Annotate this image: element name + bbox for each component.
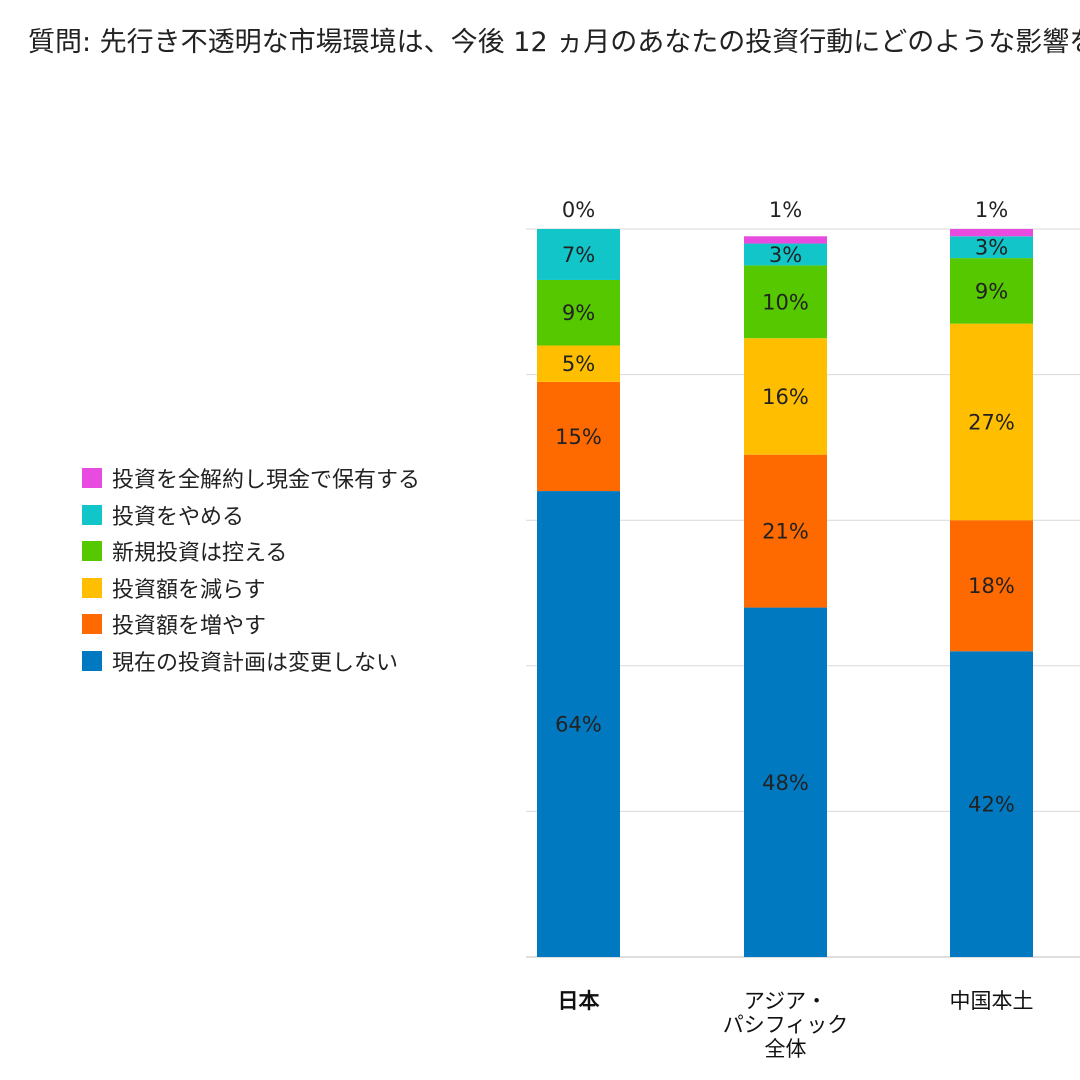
- data-label: 48%: [762, 771, 809, 795]
- legend-item: 現在の投資計画は変更しない: [82, 643, 420, 680]
- legend-item: 投資額を増やす: [82, 606, 420, 643]
- legend-item: 投資を全解約し現金で保有する: [82, 460, 420, 497]
- data-label: 21%: [762, 520, 809, 544]
- data-label: 5%: [562, 352, 595, 376]
- legend-swatch: [82, 577, 102, 598]
- bar-segment: [744, 338, 827, 455]
- data-label: 9%: [975, 279, 1008, 303]
- bar-segment: [537, 381, 620, 492]
- top-data-label: 1%: [769, 198, 802, 222]
- legend-label: 新規投資は控える: [112, 541, 288, 567]
- bar-segment: [744, 236, 827, 244]
- bar-segment: [950, 229, 1033, 237]
- bar-segment: [950, 323, 1033, 521]
- legend-item: 投資額を減らす: [82, 570, 420, 607]
- data-label: 10%: [762, 290, 809, 314]
- data-label: 9%: [562, 301, 595, 325]
- legend-swatch: [82, 614, 102, 635]
- legend-label: 投資をやめる: [112, 504, 245, 530]
- data-label: 42%: [968, 793, 1015, 817]
- bar-segment: [950, 258, 1033, 324]
- legend-item: 投資をやめる: [82, 497, 420, 534]
- chart-title: 質問: 先行き不透明な市場環境は、今後 12 ヵ月のあなたの投資行動にどのような…: [28, 27, 1080, 58]
- bar-segment: [537, 229, 620, 280]
- legend-swatch: [82, 650, 102, 671]
- bar-segment: [537, 279, 620, 346]
- data-label: 7%: [562, 243, 595, 267]
- legend: 投資を全解約し現金で保有する 投資をやめる新規投資は控える 投資額を減らす 投資額を増…: [82, 460, 420, 679]
- legend-swatch: [82, 468, 102, 489]
- x-tick-label: 中国本土: [950, 989, 1034, 1013]
- legend-swatch: [82, 541, 102, 562]
- legend-label: 投資を全解約し現金で保有する: [112, 468, 421, 494]
- data-label: 27%: [968, 410, 1015, 434]
- bar-segment: [744, 265, 827, 339]
- legend-swatch: [82, 504, 102, 525]
- bar-segment: [537, 345, 620, 382]
- legend-label: 投資額を増やす: [112, 614, 267, 640]
- bar-segment: [744, 243, 827, 266]
- bar-segment: [950, 651, 1033, 957]
- bar-segment: [744, 454, 827, 608]
- data-label: 3%: [975, 236, 1008, 260]
- top-data-label: 1%: [975, 198, 1008, 222]
- x-tick-label: アジア・パシフィック全体: [723, 989, 849, 1061]
- data-label: 15%: [555, 425, 602, 449]
- bar-segment: [950, 236, 1033, 259]
- top-data-label: 0%: [562, 198, 595, 222]
- legend-label: 投資額を減らす: [112, 577, 266, 603]
- data-label: 16%: [762, 385, 809, 409]
- bar-segment: [537, 491, 620, 957]
- data-label: 3%: [769, 243, 802, 267]
- bar-segment: [744, 607, 827, 957]
- legend-item: 新規投資は控える: [82, 533, 420, 570]
- data-label: 18%: [968, 574, 1015, 598]
- x-tick-label: 日本: [558, 989, 600, 1013]
- data-label: 64%: [555, 713, 602, 737]
- legend-label: 現在の投資計画は変更しない: [112, 650, 399, 676]
- bar-segment: [950, 520, 1033, 652]
